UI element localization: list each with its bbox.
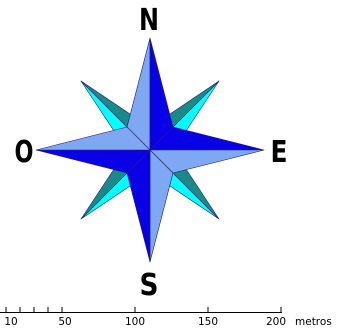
scale-unit-label: metros — [295, 316, 332, 328]
east-label: E — [271, 135, 288, 170]
cardinal-points — [35, 37, 265, 263]
north-label: N — [139, 3, 159, 38]
scale-label-100: 100 — [125, 316, 145, 328]
scale-bar: 10 50 100 150 200 metros — [0, 307, 332, 328]
compass-rose — [35, 37, 265, 263]
scale-label-10: 10 — [4, 316, 17, 328]
south-label: S — [140, 268, 159, 303]
scale-label-50: 50 — [58, 316, 71, 328]
scale-label-150: 150 — [198, 316, 218, 328]
scale-ticks — [5, 307, 282, 313]
west-label: O — [15, 135, 34, 170]
west-point-light — [35, 126, 151, 151]
scale-label-200: 200 — [266, 316, 286, 328]
